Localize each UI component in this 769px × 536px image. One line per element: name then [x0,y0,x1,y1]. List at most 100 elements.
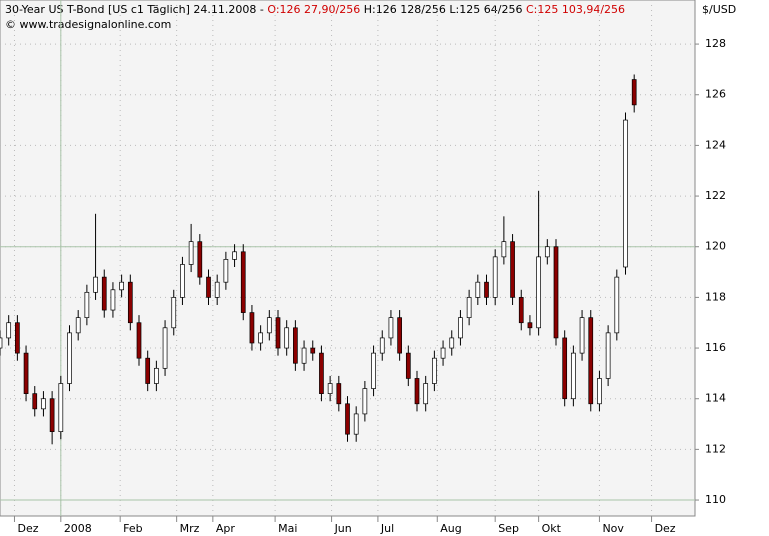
candle-body [32,393,38,410]
candle-body [475,281,481,298]
y-tick-label: 128 [705,37,726,50]
candle-body [136,322,142,359]
header: 30-Year US T-Bond [US c1 Täglich] 24.11.… [5,3,625,16]
candle-body [206,276,211,298]
candle-body [119,281,124,291]
x-tick-label: Dez [17,522,38,535]
candle-body [484,281,489,298]
candle-body [362,388,368,415]
candle-body [188,241,194,265]
close-label: C:125 103,94/256 [526,3,625,16]
candle-body [414,378,420,405]
candle-body [405,352,411,379]
candle-body [0,337,3,349]
candle-body [605,332,611,379]
candle-body [214,281,220,298]
candle-body [15,322,20,354]
x-tick-label: Okt [542,522,562,535]
candle-body [553,246,559,339]
candle-body [597,378,602,405]
candle-body [275,317,281,349]
candle-body [510,241,515,298]
candle-body [171,297,177,329]
candle-body [249,312,255,344]
y-tick-label: 116 [705,341,726,354]
candle-body [614,276,620,334]
candle-body [110,289,116,311]
x-tick-label: Feb [123,522,142,535]
y-tick-label: 122 [705,189,726,202]
candle-body [67,332,72,384]
candle-body [49,398,55,432]
x-tick-label: Dez [655,522,676,535]
candle-body [127,281,133,324]
x-tick-label: Mrz [180,522,200,535]
copyright: © www.tradesignalonline.com [5,18,171,31]
candle-body [197,241,203,278]
candle-body [301,347,307,364]
candle-body [440,347,446,359]
candle-body [223,259,229,283]
candle-body [527,322,533,329]
y-tick-label: 126 [705,88,726,101]
candle-body [232,251,237,260]
candle-body [58,383,64,432]
x-tick-label: Nov [602,522,624,535]
x-tick-label: Jun [334,522,352,535]
candle-body [154,367,159,384]
candle-body [588,317,594,405]
candle-body [284,327,290,349]
candle-body [423,383,429,405]
candle-body [623,119,628,268]
candle-body [75,317,81,334]
candle-body [353,413,359,435]
candle-body [345,403,350,435]
candle-body [266,317,272,334]
x-tick-label: 2008 [64,522,92,535]
high-low-label: H:126 128/256 L:125 64/256 [364,3,523,16]
x-tick-label: Mai [278,522,297,535]
candle-body [23,352,29,394]
candle-body [449,337,455,349]
candle-body [41,398,46,410]
candle-body [84,291,90,319]
chart-title: 30-Year US T-Bond [US c1 Täglich] 24.11.… [5,3,264,16]
candle-body [458,317,463,339]
candle-body [492,256,498,298]
candle-body [432,357,437,384]
candle-body [544,246,550,258]
candle-body [240,251,246,313]
candle-body [310,347,316,354]
candle-body [101,276,107,311]
candle-body [336,383,342,405]
candle-body [536,256,541,329]
x-tick-label: Apr [216,522,236,535]
candle-body [501,241,507,258]
candle-body [631,79,637,106]
y-tick-label: 118 [705,290,726,303]
candle-body [518,297,524,324]
candle-body [6,322,12,339]
candle-body [388,317,394,339]
candle-body [397,317,402,354]
candle-body [93,276,98,293]
y-tick-label: 114 [705,392,726,405]
candle-body [379,337,385,354]
candle-body [579,317,585,354]
y-tick-label: 112 [705,442,726,455]
candle-body [371,352,376,389]
candle-body [562,337,568,400]
candle-body [258,332,263,344]
x-tick-label: Aug [440,522,461,535]
candle-body [145,357,151,384]
x-tick-label: Jul [380,522,394,535]
candle-body [293,327,298,364]
open-label: O:126 27,90/256 [267,3,360,16]
x-tick-label: Sep [498,522,519,535]
y-tick-label: 120 [705,240,726,253]
candle-body [162,327,168,369]
candle-body [466,297,472,319]
candle-body [319,352,324,394]
candle-body [571,352,576,400]
